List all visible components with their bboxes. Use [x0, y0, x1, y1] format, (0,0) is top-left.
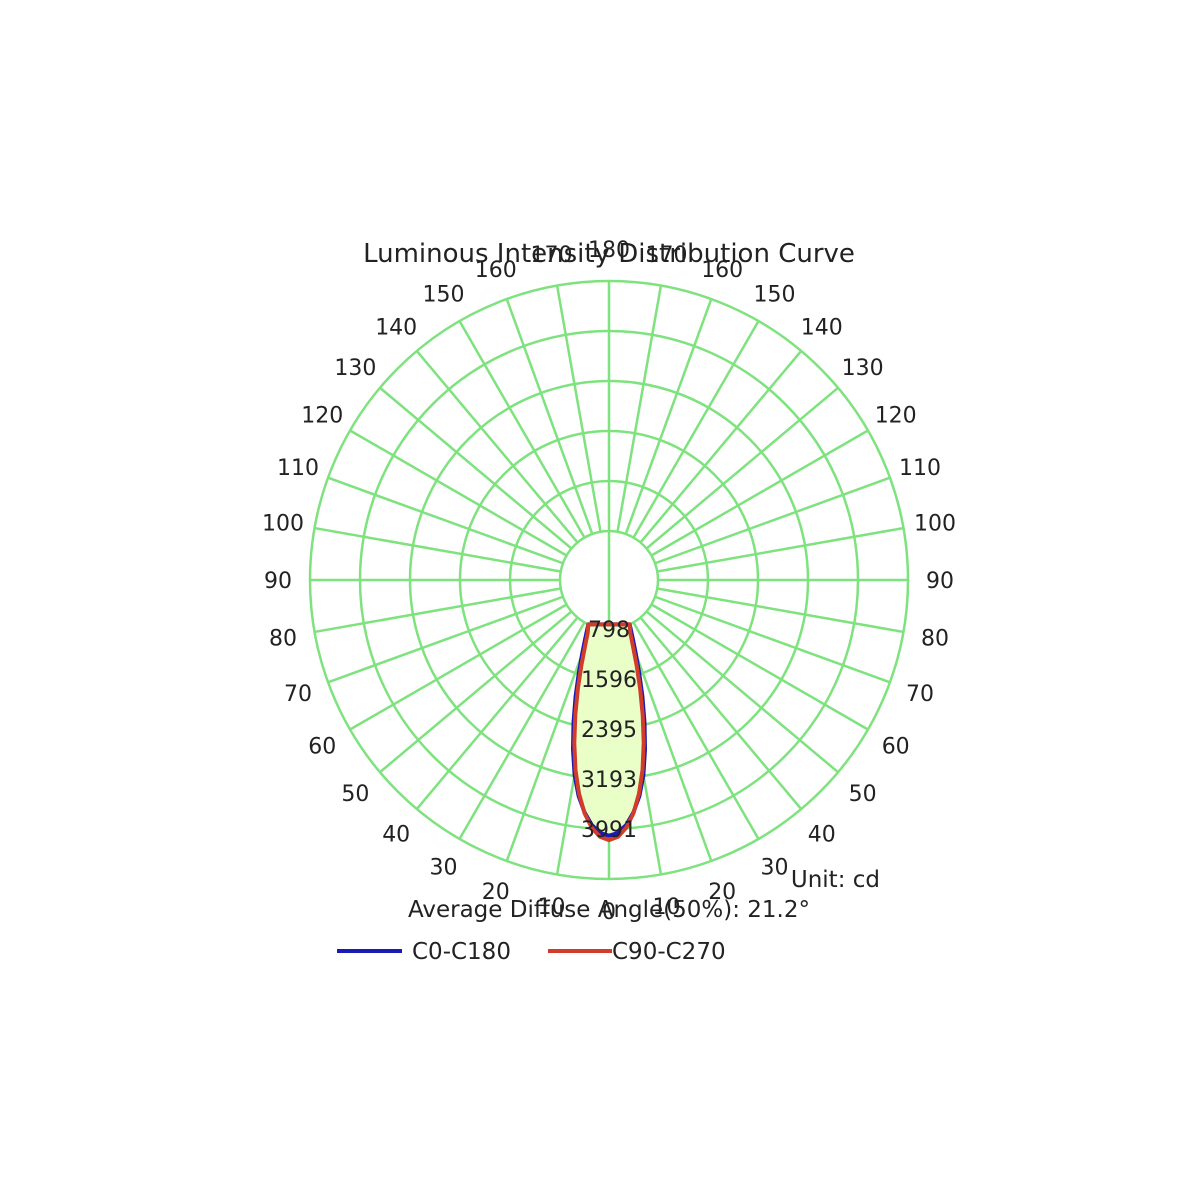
- unit-label: Unit: cd: [791, 867, 880, 893]
- angle-tick-label: 10: [653, 895, 681, 920]
- angle-tick-label: 60: [882, 735, 910, 760]
- angle-tick-label: 110: [899, 456, 941, 481]
- radial-tick-label: 2395: [581, 718, 637, 743]
- grid-spoke: [379, 386, 573, 550]
- grid-spoke: [458, 621, 586, 840]
- angle-tick-label: 170: [531, 243, 573, 268]
- angle-tick-label: 120: [875, 404, 917, 429]
- grid-spoke: [349, 603, 568, 731]
- angle-tick-label: 30: [430, 856, 458, 881]
- angle-tick-label: 10: [538, 895, 566, 920]
- grid-spoke: [632, 320, 760, 539]
- angle-tick-label: 100: [262, 512, 304, 537]
- diffuse-angle-label: Average Diffuse Angle(50%): 21.2°: [408, 897, 810, 923]
- distribution-fill: [574, 624, 644, 841]
- angle-tick-label: 120: [301, 404, 343, 429]
- radial-tick-label: 3193: [581, 768, 637, 793]
- chart-title: Luminous Intensity Distribution Curve: [363, 239, 855, 269]
- legend-label-c0-c180: C0-C180: [412, 939, 511, 965]
- grid-spoke: [415, 350, 579, 544]
- angle-tick-label: 130: [334, 356, 376, 381]
- angle-tick-label: 70: [284, 682, 312, 707]
- angle-tick-label: 20: [482, 880, 510, 905]
- grid-spoke: [650, 603, 869, 731]
- radial-tick-label: 1596: [581, 668, 637, 693]
- angle-tick-label: 50: [849, 782, 877, 807]
- angle-tick-label: 70: [906, 682, 934, 707]
- angle-tick-label: 180: [588, 238, 630, 263]
- angle-tick-label: 0: [602, 900, 616, 925]
- grid-spoke: [639, 616, 803, 810]
- grid-spoke: [650, 429, 869, 557]
- angle-tick-label: 50: [341, 782, 369, 807]
- angle-tick-label: 40: [808, 823, 836, 848]
- angle-tick-label: 150: [423, 282, 465, 307]
- grid-spoke: [645, 386, 839, 550]
- angle-tick-label: 60: [308, 735, 336, 760]
- angle-tick-label: 160: [475, 258, 517, 283]
- angle-tick-label: 140: [801, 315, 843, 340]
- angle-tick-label: 80: [269, 627, 297, 652]
- grid-spoke: [327, 476, 564, 565]
- angle-tick-label: 40: [382, 823, 410, 848]
- grid-spoke: [314, 526, 561, 573]
- legend-label-c90-c270: C90-C270: [612, 939, 726, 965]
- series-curves: [571, 622, 647, 843]
- angle-tick-label: 90: [926, 569, 954, 594]
- grid-spoke: [314, 587, 561, 634]
- grid-spoke: [657, 587, 904, 634]
- grid-spoke: [555, 285, 602, 532]
- angle-tick-label: 90: [264, 569, 292, 594]
- grid-spoke: [624, 298, 713, 535]
- grid-spoke: [349, 429, 568, 557]
- angle-tick-label: 20: [708, 880, 736, 905]
- radial-tick-label: 3991: [581, 818, 637, 843]
- series-curve-c90-c270: [572, 622, 646, 843]
- grid-spoke: [624, 625, 713, 862]
- angle-tick-label: 110: [277, 456, 319, 481]
- grid-spoke: [654, 476, 891, 565]
- angle-tick-label: 150: [754, 282, 796, 307]
- angle-tick-labels: 0102030405060708090100110120130140150160…: [262, 238, 956, 925]
- angle-tick-label: 170: [646, 243, 688, 268]
- legend: C0-C180 C90-C270: [337, 939, 726, 965]
- grid-spoke: [505, 625, 594, 862]
- distribution-fill-area: [574, 624, 644, 841]
- grid-spoke: [379, 610, 573, 774]
- grid-spoke: [415, 616, 579, 810]
- grid-spoke: [616, 285, 663, 532]
- grid-spoke: [639, 350, 803, 544]
- radial-tick-label: 798: [588, 618, 630, 643]
- grid-spoke: [458, 320, 586, 539]
- grid-spoke: [645, 610, 839, 774]
- grid-spoke: [632, 621, 760, 840]
- radial-tick-labels: 798 1596 2395 3193 3991: [581, 618, 637, 843]
- grid-spoke: [327, 595, 564, 684]
- angle-tick-label: 30: [761, 856, 789, 881]
- angle-tick-label: 130: [842, 356, 884, 381]
- grid-spoke: [657, 526, 904, 573]
- angle-tick-label: 100: [914, 512, 956, 537]
- angle-tick-label: 140: [375, 315, 417, 340]
- grid-spoke: [654, 595, 891, 684]
- angle-tick-label: 160: [701, 258, 743, 283]
- angle-tick-label: 80: [921, 627, 949, 652]
- grid-spoke: [505, 298, 594, 535]
